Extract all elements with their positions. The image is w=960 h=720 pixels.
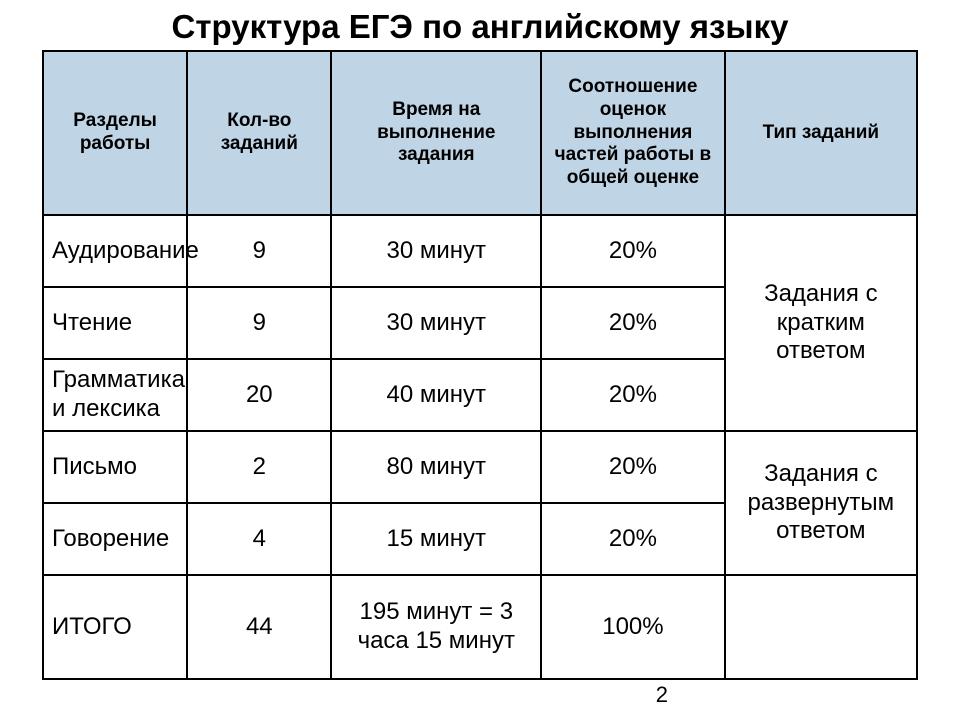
cell-type-group: Задания с кратким ответом — [725, 215, 917, 431]
cell-total-count: 44 — [187, 575, 331, 679]
header-count: Кол-во заданий — [187, 51, 331, 215]
cell-percent: 20% — [541, 215, 725, 287]
cell-percent: 20% — [541, 431, 725, 503]
cell-total-percent: 100% — [541, 575, 725, 679]
header-time: Время на выполнение задания — [331, 51, 541, 215]
cell-percent: 20% — [541, 359, 725, 431]
cell-time: 30 минут — [331, 215, 541, 287]
cell-total-time: 195 минут = 3 часа 15 минут — [331, 575, 541, 679]
table-header-row: Разделы работы Кол-во заданий Время на в… — [43, 51, 917, 215]
cell-time: 80 минут — [331, 431, 541, 503]
page-number: 2 — [42, 682, 918, 708]
cell-type-group: Задания с развернутым ответом — [725, 431, 917, 575]
cell-count: 9 — [187, 215, 331, 287]
cell-percent: 20% — [541, 503, 725, 575]
cell-section: Говорение — [43, 503, 187, 575]
page-title: Структура ЕГЭ по английскому языку — [42, 8, 918, 46]
cell-section: Чтение — [43, 287, 187, 359]
cell-count: 20 — [187, 359, 331, 431]
table-row: Аудирование 9 30 минут 20% Задания с кра… — [43, 215, 917, 287]
cell-count: 2 — [187, 431, 331, 503]
header-percent: Соотношение оценок выполнения частей раб… — [541, 51, 725, 215]
cell-time: 40 минут — [331, 359, 541, 431]
header-sections: Разделы работы — [43, 51, 187, 215]
table-row: Письмо 2 80 минут 20% Задания с разверну… — [43, 431, 917, 503]
table-total-row: ИТОГО 44 195 минут = 3 часа 15 минут 100… — [43, 575, 917, 679]
header-type: Тип заданий — [725, 51, 917, 215]
cell-percent: 20% — [541, 287, 725, 359]
cell-time: 30 минут — [331, 287, 541, 359]
cell-time: 15 минут — [331, 503, 541, 575]
structure-table: Разделы работы Кол-во заданий Время на в… — [42, 50, 918, 680]
cell-total-section: ИТОГО — [43, 575, 187, 679]
cell-section: Письмо — [43, 431, 187, 503]
cell-total-type — [725, 575, 917, 679]
cell-count: 4 — [187, 503, 331, 575]
cell-section: Грамматика и лексика — [43, 359, 187, 431]
cell-count: 9 — [187, 287, 331, 359]
cell-section: Аудирование — [43, 215, 187, 287]
